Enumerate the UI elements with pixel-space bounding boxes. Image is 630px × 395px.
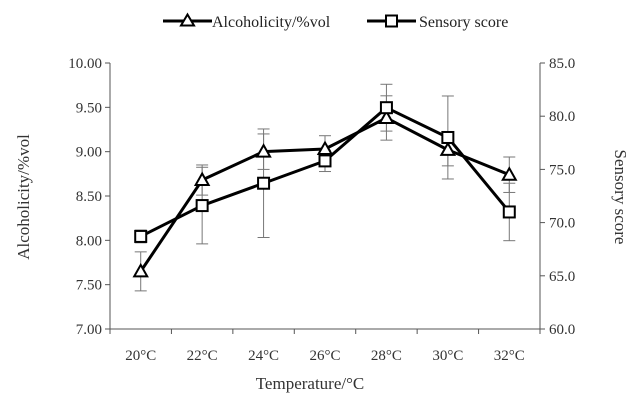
data-point-alcoholicity (193, 171, 211, 187)
data-point-alcoholicity (439, 141, 457, 156)
legend-label-alcoholicity: Alcoholicity/%vol (212, 14, 331, 31)
right-axis-tick-label: 60.0 (549, 322, 575, 338)
data-point-alcoholicity (132, 262, 149, 278)
right-axis-tick-label: 65.0 (549, 269, 575, 285)
x-axis-tick-labels: 20°C 22°C 24°C 26°C 28°C 30°C 32°C (125, 348, 525, 364)
data-point-alcoholicity (316, 140, 334, 156)
data-point-sensory (195, 199, 209, 213)
x-axis-tick-label: 22°C (187, 348, 218, 364)
left-axis-tick-label: 9.00 (76, 145, 102, 161)
data-point-sensory (134, 229, 148, 243)
legend-square-marker (385, 14, 398, 28)
left-axis-tick-label: 7.50 (76, 278, 102, 294)
series-line-sensory (140, 106, 511, 238)
x-axis-tick-label: 26°C (309, 348, 340, 364)
data-point-sensory (318, 154, 332, 168)
left-axis-title: Alcoholicity/%vol (14, 134, 33, 260)
right-axis-tick-label: 75.0 (549, 162, 575, 178)
axes (105, 62, 545, 334)
legend-item-alcoholicity: Alcoholicity/%vol (163, 12, 331, 31)
legend-item-sensory: Sensory score (367, 14, 508, 31)
data-point-sensory (379, 101, 393, 115)
legend: Alcoholicity/%vol Sensory score (163, 12, 508, 31)
right-axis-tick-label: 85.0 (549, 56, 575, 72)
x-axis-title: Temperature/°C (256, 374, 365, 393)
left-axis-tick-labels: 7.00 7.50 8.00 8.50 9.00 9.50 10.00 (68, 56, 102, 338)
x-axis-tick-label: 30°C (432, 348, 463, 364)
legend-triangle-marker (179, 12, 196, 27)
right-axis-tick-label: 70.0 (549, 216, 575, 232)
left-axis-tick-label: 9.50 (76, 100, 102, 116)
left-axis-tick-label: 8.50 (76, 189, 102, 205)
left-axis-tick-label: 7.00 (76, 322, 102, 338)
right-axis-tick-labels: 60.0 65.0 70.0 75.0 80.0 85.0 (549, 56, 575, 338)
data-point-sensory (257, 176, 271, 190)
legend-label-sensory: Sensory score (419, 14, 508, 31)
x-axis-tick-label: 20°C (125, 348, 156, 364)
data-point-alcoholicity (378, 109, 395, 124)
x-axis-tick-label: 32°C (494, 348, 525, 364)
left-axis-tick-label: 8.00 (76, 233, 102, 249)
x-axis-tick-label: 24°C (248, 348, 279, 364)
right-axis-title: Sensory score (611, 150, 630, 245)
data-point-sensory (441, 130, 455, 144)
series-markers (132, 101, 518, 278)
error-bars (134, 83, 516, 292)
data-point-alcoholicity (255, 143, 272, 158)
right-axis-tick-label: 80.0 (549, 109, 575, 125)
x-axis-tick-label: 28°C (371, 348, 402, 364)
left-axis-tick-label: 10.00 (68, 56, 102, 72)
data-point-alcoholicity (501, 166, 518, 181)
data-point-sensory (502, 205, 516, 219)
